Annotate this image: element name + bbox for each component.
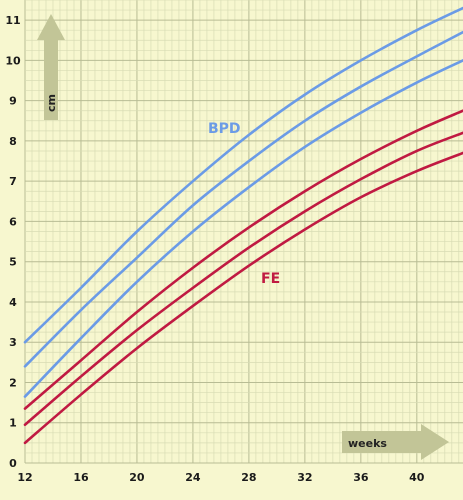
series-line-fe — [23, 109, 463, 410]
y-tick-label: 0 — [9, 457, 17, 470]
grid — [24, 0, 463, 464]
y-tick-label: 7 — [9, 175, 17, 188]
series-lines — [23, 6, 463, 445]
x-tick-label: 24 — [185, 471, 201, 484]
y-tick-label: 6 — [9, 215, 17, 228]
y-tick-label: 3 — [9, 336, 17, 349]
y-axis-label: cm — [45, 94, 58, 112]
series-line-bpd — [23, 6, 463, 344]
series-line-fe — [23, 151, 463, 445]
series-label-bpd: BPD — [208, 121, 241, 137]
y-tick-label: 5 — [9, 256, 17, 269]
y-tick-label: 4 — [9, 296, 17, 309]
series-line-bpd — [23, 59, 463, 398]
series-line-fe — [23, 131, 463, 427]
x-tick-label: 28 — [241, 471, 256, 484]
x-axis-label: weeks — [348, 437, 387, 450]
x-tick-label: 12 — [17, 471, 32, 484]
x-axis-arrow — [342, 424, 449, 460]
y-tick-label: 9 — [9, 95, 17, 108]
series-line-bpd — [23, 30, 463, 368]
y-tick-label: 10 — [5, 54, 21, 67]
x-tick-label: 32 — [297, 471, 312, 484]
x-tick-label: 36 — [353, 471, 369, 484]
axis-arrows: cm weeks — [37, 14, 449, 460]
y-tick-label: 8 — [9, 135, 17, 148]
y-tick-label: 2 — [9, 376, 17, 389]
y-tick-label: 11 — [5, 14, 20, 27]
x-tick-label: 20 — [129, 471, 145, 484]
series-label-fe: FE — [261, 271, 280, 287]
x-tick-label: 16 — [73, 471, 89, 484]
y-tick-label: 1 — [9, 417, 17, 430]
y-tick-labels: 0 1 2 3 4 5 6 7 8 9 10 11 — [5, 14, 21, 470]
x-tick-labels: 12 16 20 24 28 32 36 40 — [17, 471, 424, 484]
x-tick-label: 40 — [409, 471, 425, 484]
y-axis-arrow — [37, 14, 65, 120]
